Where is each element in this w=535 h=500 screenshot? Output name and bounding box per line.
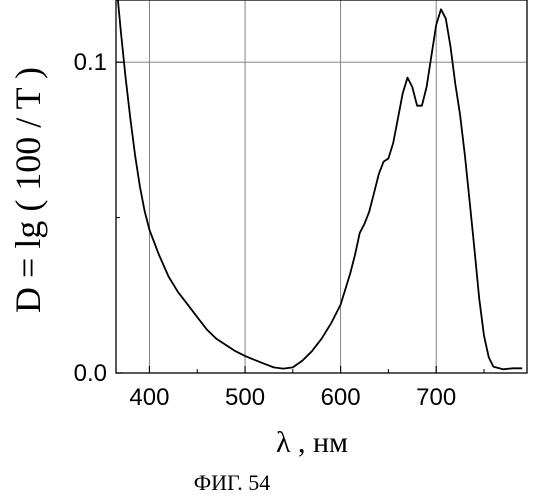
- plot-frame: [116, 0, 527, 373]
- x-tick-labels: 400 500 600 700: [129, 384, 456, 411]
- x-tick-label: 700: [416, 384, 456, 411]
- y-tick-label: 0.1: [74, 49, 107, 76]
- y-tick-labels: 0.0 0.1: [74, 49, 107, 387]
- figure-caption: ФИГ. 54: [194, 470, 271, 495]
- series-line: [118, 0, 522, 369]
- x-axis-title: λ , нм: [276, 426, 348, 459]
- grid-lines: [116, 0, 527, 373]
- axis-ticks: [116, 62, 484, 373]
- y-tick-label: 0.0: [74, 360, 107, 387]
- y-axis-title: D = lg ( 100 / T ): [8, 67, 48, 313]
- x-tick-label: 500: [225, 384, 265, 411]
- x-tick-label: 600: [321, 384, 361, 411]
- x-tick-label: 400: [129, 384, 169, 411]
